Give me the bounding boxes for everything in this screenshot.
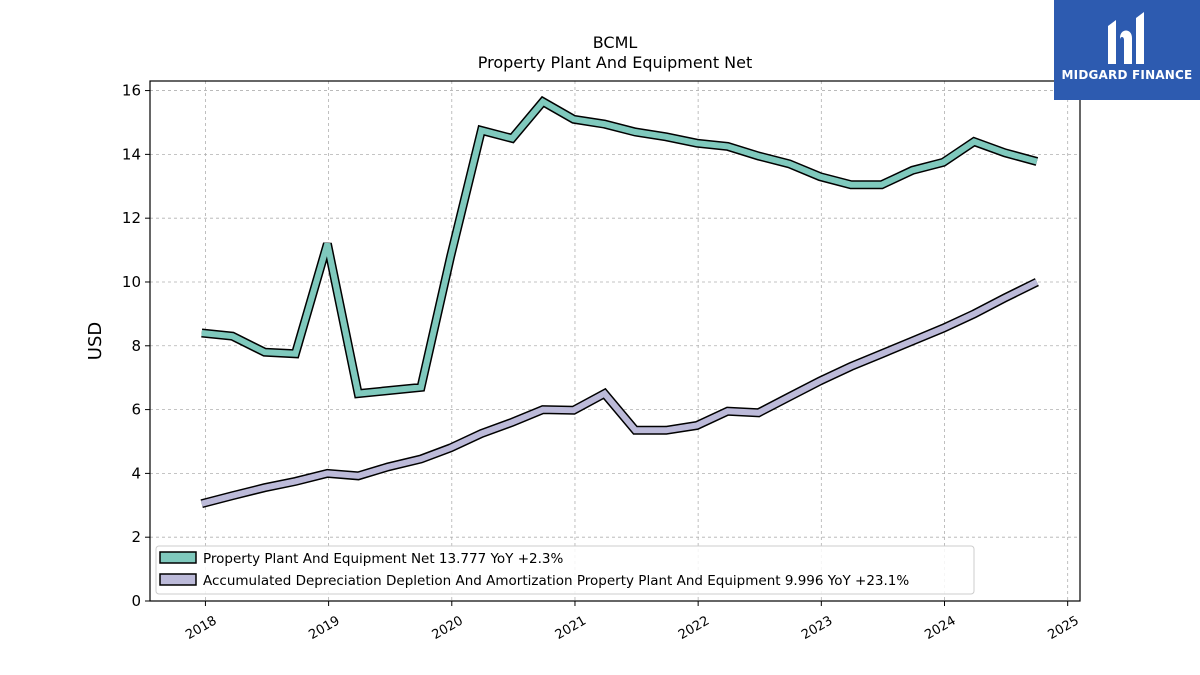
legend-label-accumulated-depreciation: Accumulated Depreciation Depletion And A… <box>203 573 909 589</box>
x-axis: 2018 2019 2020 2021 2022 2023 2024 2025 <box>183 601 1082 643</box>
y-tick-label: 4 <box>131 464 141 482</box>
brand-logo: MIDGARD FINANCE <box>1054 0 1200 100</box>
x-tick-label: 2022 <box>676 613 712 643</box>
chart-subtitle: Property Plant And Equipment Net <box>478 53 753 72</box>
y-tick-label: 0 <box>131 592 141 610</box>
y-tick-label: 14 <box>122 145 141 163</box>
x-tick-label: 2020 <box>430 613 466 643</box>
x-tick-label: 2018 <box>183 613 219 643</box>
y-tick-label: 12 <box>122 209 141 227</box>
x-tick-label: 2021 <box>553 613 589 643</box>
chart-title: BCML <box>593 33 638 52</box>
plot-frame <box>149 80 1081 602</box>
y-tick-label: 2 <box>131 528 141 546</box>
legend-box <box>155 545 975 595</box>
legend-label-ppe-net: Property Plant And Equipment Net 13.777 … <box>203 551 563 567</box>
legend: Property Plant And Equipment Net 13.777 … <box>155 545 975 595</box>
x-tick-label: 2023 <box>799 613 835 643</box>
y-tick-label: 10 <box>122 273 141 291</box>
logo-mark-icon <box>1108 12 1144 64</box>
x-tick-label: 2025 <box>1046 613 1082 643</box>
y-axis-label: USD <box>85 322 106 360</box>
series-line-0 <box>201 97 1038 397</box>
y-axis: 0 2 4 6 8 10 12 14 16 <box>122 82 150 610</box>
y-tick-label: 8 <box>131 337 141 355</box>
y-tick-label: 16 <box>122 82 141 100</box>
legend-swatch-accumulated-depreciation <box>159 573 197 586</box>
x-tick-label: 2024 <box>922 613 958 643</box>
legend-swatch-ppe-net <box>159 551 197 564</box>
series-line-1 <box>200 279 1039 507</box>
x-tick-label: 2019 <box>306 613 342 643</box>
y-tick-label: 6 <box>131 401 141 419</box>
logo-text: MIDGARD FINANCE <box>1061 68 1193 82</box>
series-layer <box>200 95 1039 509</box>
